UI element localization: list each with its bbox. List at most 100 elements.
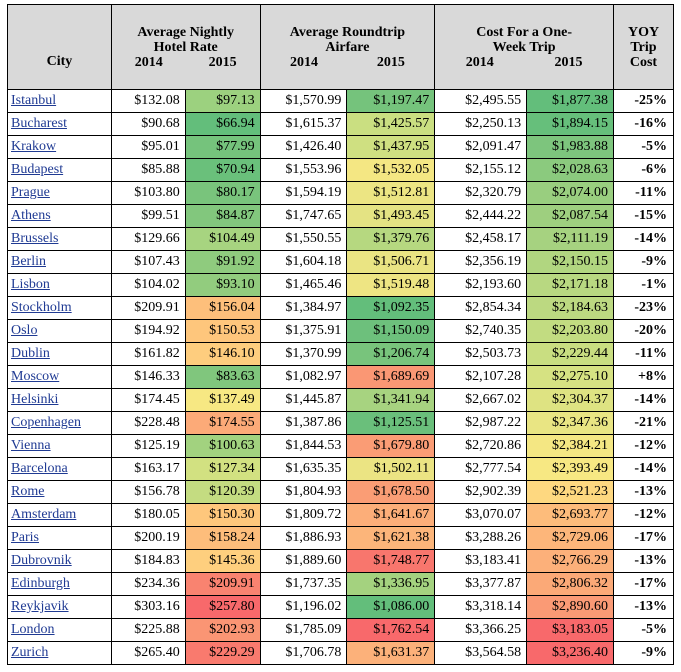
yoy-cell: -12% <box>612 434 675 458</box>
trip-cost-table: City Average Nightly Hotel Rate 2014 2015… <box>7 4 675 665</box>
airfare-2015-cell: $1,206.74 <box>346 342 436 366</box>
week-trip-cost-column-header: Cost For a One-Week Trip 2014 2015 <box>434 4 614 90</box>
trip-cost-2014-cell: $2,503.73 <box>434 342 528 366</box>
hotel-2014-cell: $174.45 <box>110 388 186 412</box>
trip-cost-2015-cell: $2,203.80 <box>526 319 614 343</box>
trip-cost-2015-cell: $1,877.38 <box>526 89 614 113</box>
trip-cost-2014-cell: $2,193.60 <box>434 273 528 297</box>
city-link[interactable]: Budapest <box>11 162 64 177</box>
city-link[interactable]: Moscow <box>11 369 60 384</box>
city-link[interactable]: Copenhagen <box>11 415 81 430</box>
hotel-2014-cell: $90.68 <box>110 112 186 136</box>
airfare-2014-cell: $1,737.35 <box>259 572 348 596</box>
city-link[interactable]: Lisbon <box>11 277 50 292</box>
hotel-2015-cell: $150.53 <box>184 319 261 343</box>
hotel-2014-cell: $163.17 <box>110 457 186 481</box>
yoy-cell: -21% <box>612 411 675 435</box>
trip-cost-2015-cell: $2,028.63 <box>526 158 614 182</box>
trip-cost-2015-cell: $2,693.77 <box>526 503 614 527</box>
city-link[interactable]: Athens <box>11 208 51 223</box>
city-cell: Copenhagen <box>7 411 112 435</box>
city-link[interactable]: Brussels <box>11 231 59 246</box>
table-row: Budapest $85.88 $70.94 $1,553.96 $1,532.05 $2… <box>7 158 675 182</box>
trip-cost-2015-cell: $2,229.44 <box>526 342 614 366</box>
trip-cost-2014-cell: $2,155.12 <box>434 158 528 182</box>
city-cell: Athens <box>7 204 112 228</box>
table-row: Reykjavik $303.16 $257.80 $1,196.02 $1,086.0… <box>7 595 675 619</box>
trip-cost-2014-cell: $2,720.86 <box>434 434 528 458</box>
hotel-2014-cell: $146.33 <box>110 365 186 389</box>
trip-cost-2014-cell: $3,183.41 <box>434 549 528 573</box>
city-link[interactable]: Bucharest <box>11 116 67 131</box>
city-cell: Brussels <box>7 227 112 251</box>
trip-cost-2014-cell: $2,740.35 <box>434 319 528 343</box>
city-cell: Oslo <box>7 319 112 343</box>
city-link[interactable]: Amsterdam <box>11 507 77 522</box>
hotel-2014-cell: $132.08 <box>110 89 186 113</box>
city-link[interactable]: Dubrovnik <box>11 553 72 568</box>
trip-cost-2015-cell: $2,184.63 <box>526 296 614 320</box>
hotel-2015-cell: $100.63 <box>184 434 261 458</box>
airfare-2015-cell: $1,197.47 <box>346 89 436 113</box>
airfare-2015-cell: $1,086.00 <box>346 595 436 619</box>
hotel-2015-cell: $120.39 <box>184 480 261 504</box>
yoy-cell: -15% <box>612 204 675 228</box>
hotel-2015-cell: $158.24 <box>184 526 261 550</box>
trip-cost-2015-cell: $2,729.06 <box>526 526 614 550</box>
hotel-2015-cell: $137.49 <box>184 388 261 412</box>
yoy-cell: -9% <box>612 641 675 665</box>
hotel-2014-cell: $228.48 <box>110 411 186 435</box>
hotel-2014-cell: $103.80 <box>110 181 186 205</box>
city-link[interactable]: Oslo <box>11 323 38 338</box>
city-link[interactable]: Stockholm <box>11 300 72 315</box>
trip-cost-2015-cell: $2,806.32 <box>526 572 614 596</box>
city-cell: Barcelona <box>7 457 112 481</box>
city-link[interactable]: Istanbul <box>11 93 57 108</box>
hotel-2015-cell: $93.10 <box>184 273 261 297</box>
airfare-2014-cell: $1,594.19 <box>259 181 348 205</box>
city-link[interactable]: Berlin <box>11 254 46 269</box>
airfare-2014-cell: $1,375.91 <box>259 319 348 343</box>
hotel-2015-cell: $91.92 <box>184 250 261 274</box>
airfare-2015-cell: $1,092.35 <box>346 296 436 320</box>
hotel-2014-cell: $129.66 <box>110 227 186 251</box>
trip-cost-2015-cell: $2,087.54 <box>526 204 614 228</box>
city-cell: Bucharest <box>7 112 112 136</box>
city-link[interactable]: Helsinki <box>11 392 59 407</box>
airfare-2015-cell: $1,493.45 <box>346 204 436 228</box>
yoy-cell: -1% <box>612 273 675 297</box>
city-link[interactable]: Rome <box>11 484 45 499</box>
airfare-2014-cell: $1,426.40 <box>259 135 348 159</box>
city-link[interactable]: Vienna <box>11 438 51 453</box>
table-row: Dublin $161.82 $146.10 $1,370.99 $1,206.74 $2… <box>7 342 675 366</box>
city-link[interactable]: Edinburgh <box>11 576 70 591</box>
airfare-2014-cell: $1,196.02 <box>259 595 348 619</box>
table-row: Edinburgh $234.36 $209.91 $1,737.35 $1,336.9… <box>7 572 675 596</box>
city-link[interactable]: Krakow <box>11 139 57 154</box>
city-link[interactable]: Paris <box>11 530 39 545</box>
airfare-2015-cell: $1,425.57 <box>346 112 436 136</box>
table-row: Amsterdam $180.05 $150.30 $1,809.72 $1,641.6… <box>7 503 675 527</box>
trip-cost-2014-cell: $3,366.25 <box>434 618 528 642</box>
airfare-2014-cell: $1,747.65 <box>259 204 348 228</box>
city-cell: Dublin <box>7 342 112 366</box>
airfare-2015-cell: $1,748.77 <box>346 549 436 573</box>
table-row: Athens $99.51 $84.87 $1,747.65 $1,493.45 $2,4… <box>7 204 675 228</box>
city-cell: London <box>7 618 112 642</box>
yoy-cell: -5% <box>612 135 675 159</box>
city-link[interactable]: Dublin <box>11 346 50 361</box>
table-row: Moscow $146.33 $83.63 $1,082.97 $1,689.69 $2,… <box>7 365 675 389</box>
trip-cost-2014-cell: $3,288.26 <box>434 526 528 550</box>
hotel-2014-cell: $95.01 <box>110 135 186 159</box>
airfare-2015-cell: $1,125.51 <box>346 411 436 435</box>
city-link[interactable]: Zurich <box>11 645 49 660</box>
city-link[interactable]: London <box>11 622 55 637</box>
city-link[interactable]: Barcelona <box>11 461 68 476</box>
hotel-2015-cell: $70.94 <box>184 158 261 182</box>
hotel-2014-cell: $234.36 <box>110 572 186 596</box>
table-row: Helsinki $174.45 $137.49 $1,445.87 $1,341.94… <box>7 388 675 412</box>
table-row: Istanbul $132.08 $97.13 $1,570.99 $1,197.47 $… <box>7 89 675 113</box>
city-link[interactable]: Reykjavik <box>11 599 69 614</box>
city-link[interactable]: Prague <box>11 185 50 200</box>
